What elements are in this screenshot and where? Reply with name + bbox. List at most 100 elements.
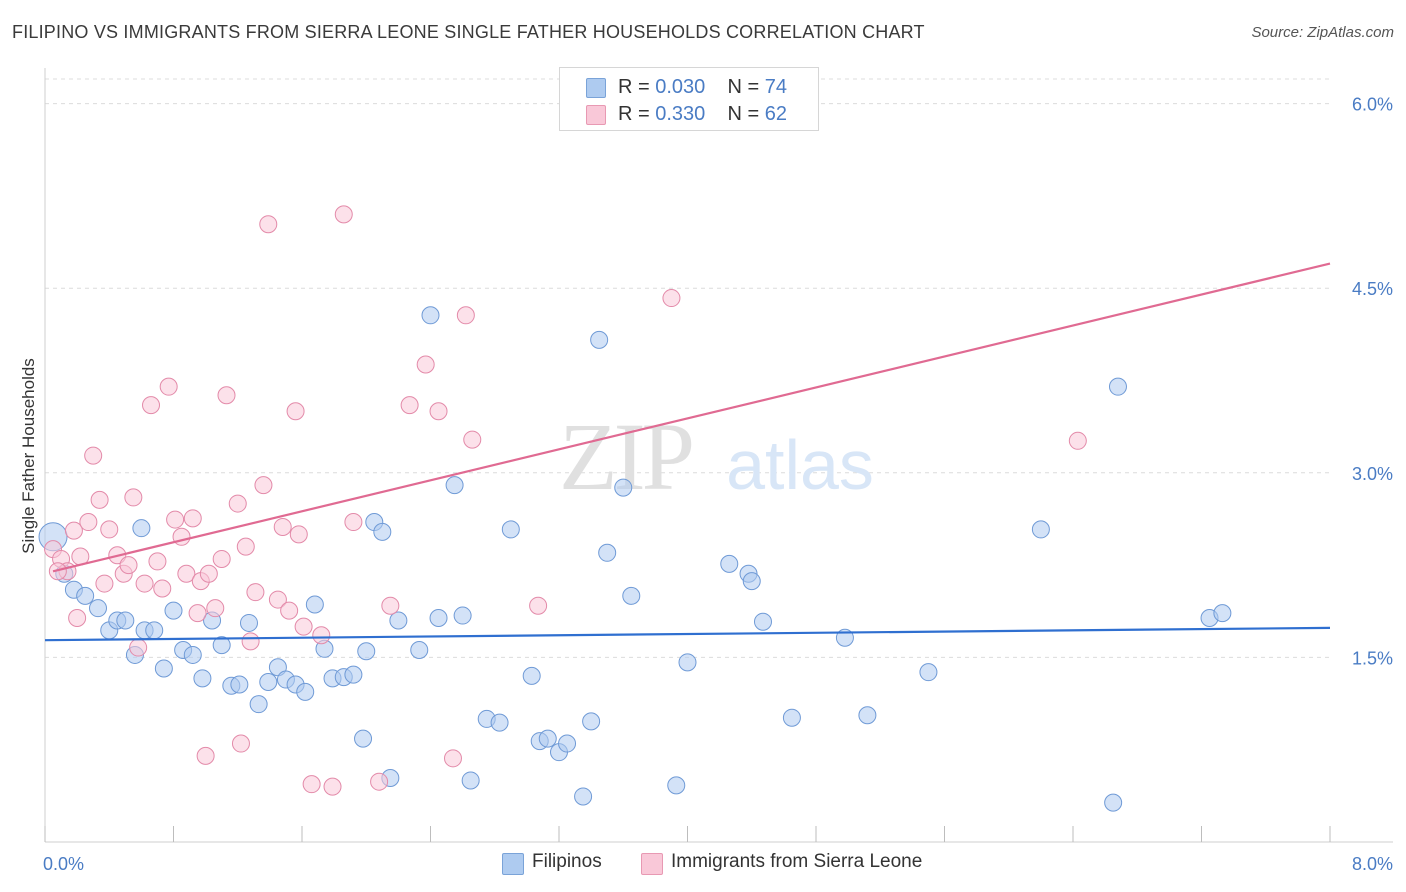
sierra-leone-point [212, 549, 231, 568]
filipinos-point [490, 713, 509, 732]
filipinos-point [89, 599, 108, 618]
sierra-leone-point [334, 205, 353, 224]
legend: R = 0.030 N = 74 R = 0.330 N = 62 [559, 67, 819, 131]
grid-layer [45, 78, 1330, 658]
filipinos-point [453, 606, 472, 625]
sierra-leone-point [268, 590, 287, 609]
filipinos-point [558, 734, 577, 753]
filipinos-point [1104, 793, 1123, 812]
filipinos-point [590, 330, 609, 349]
filipinos-point [1031, 520, 1050, 539]
filipinos-point [667, 776, 686, 795]
filipinos-point [373, 522, 392, 541]
sierra-leone-point [246, 583, 265, 602]
filipinos-trendline [44, 626, 1331, 642]
filipinos-point [183, 645, 202, 664]
filipinos-point [296, 682, 315, 701]
filipinos-point [305, 595, 324, 614]
trend-layer [44, 262, 1331, 642]
filipinos-point [154, 659, 173, 678]
sierra-leone-point [142, 396, 161, 415]
x-tick-label: 8.0% [1352, 854, 1393, 874]
legend-n-value: 74 [764, 76, 788, 98]
sierra-leone-point [183, 509, 202, 528]
sierra-leone-point [662, 289, 681, 308]
filipinos-point [145, 621, 164, 640]
points-layer [38, 205, 1232, 812]
filipinos-point [344, 665, 363, 684]
y-tick-label: 4.5% [1352, 279, 1393, 299]
sierra-leone-point [119, 556, 138, 575]
filipinos-point [230, 675, 249, 694]
sierra-leone-point [236, 537, 255, 556]
legend-r-label: R = [618, 103, 650, 125]
sierra-leone-point [302, 775, 321, 794]
filipinos-point [239, 613, 258, 632]
sierra-leone-point [280, 601, 299, 620]
legend-n-label: N = [727, 76, 760, 98]
sierra-leone-point [135, 574, 154, 593]
sierra-leone-point [159, 377, 178, 396]
sierra-leone-point [312, 626, 331, 645]
filipinos-point [132, 519, 151, 538]
bottom-legend-label-sierra-leone: Immigrants from Sierra Leone [671, 851, 923, 872]
filipinos-point [389, 611, 408, 630]
filipinos-point [259, 673, 278, 692]
sierra-leone-point [286, 402, 305, 421]
filipinos-point [522, 666, 541, 685]
filipinos-point [919, 663, 938, 682]
filipinos-point [445, 476, 464, 495]
sierra-leone-point [188, 604, 207, 623]
sierra-leone-point [416, 355, 435, 374]
legend-r-value: 0.330 [655, 103, 706, 125]
sierra-leone-point [68, 609, 87, 628]
filipinos-point [421, 306, 440, 325]
legend-n-label: N = [727, 103, 760, 125]
sierra-leone-point [124, 488, 143, 507]
filipinos-point [357, 642, 376, 661]
filipinos-point [354, 729, 373, 748]
sierra-leone-point [199, 564, 218, 583]
sierra-leone-point [217, 386, 236, 405]
sierra-leone-point [241, 632, 260, 651]
sierra-leone-point [289, 525, 308, 544]
sierra-leone-point [400, 396, 419, 415]
filipinos-point [538, 729, 557, 748]
sierra-leone-point [1068, 431, 1087, 450]
sierra-leone-trendline [52, 262, 1331, 573]
sierra-leone-point [84, 446, 103, 465]
sierra-leone-point [177, 564, 196, 583]
filipinos-point [574, 787, 593, 806]
filipinos-point [501, 520, 520, 539]
sierra-leone-point [153, 579, 172, 598]
filipinos-point [598, 543, 617, 562]
x-tick-label: 0.0% [43, 854, 84, 874]
sierra-leone-point [231, 734, 250, 753]
filipinos-point [1213, 604, 1232, 623]
sierra-leone-point [100, 520, 119, 539]
filipinos-point [782, 708, 801, 727]
sierra-leone-point [463, 430, 482, 449]
filipinos-point [410, 641, 429, 660]
sierra-leone-point [228, 494, 247, 513]
y-axis-label: Single Father Households [19, 358, 38, 554]
sierra-leone-point [79, 513, 98, 532]
y-tick-label: 6.0% [1352, 95, 1393, 115]
legend-swatch-sierra-leone [586, 105, 606, 125]
filipinos-point [753, 612, 772, 631]
bottom-legend-swatch-sierra-leone [641, 853, 663, 875]
sierra-leone-point [294, 617, 313, 636]
sierra-leone-point [148, 552, 167, 571]
sierra-leone-point [443, 749, 462, 768]
legend-r-value: 0.030 [655, 76, 706, 98]
y-tick-label: 1.5% [1352, 648, 1393, 668]
filipinos-point [678, 653, 697, 672]
filipinos-point [164, 601, 183, 620]
legend-r-label: R = [618, 76, 650, 98]
sierra-leone-point [456, 306, 475, 325]
filipinos-point [212, 636, 231, 655]
bottom-legend-label-filipinos: Filipinos [532, 851, 602, 872]
axes-layer [44, 68, 1393, 843]
sierra-leone-point [166, 510, 185, 529]
